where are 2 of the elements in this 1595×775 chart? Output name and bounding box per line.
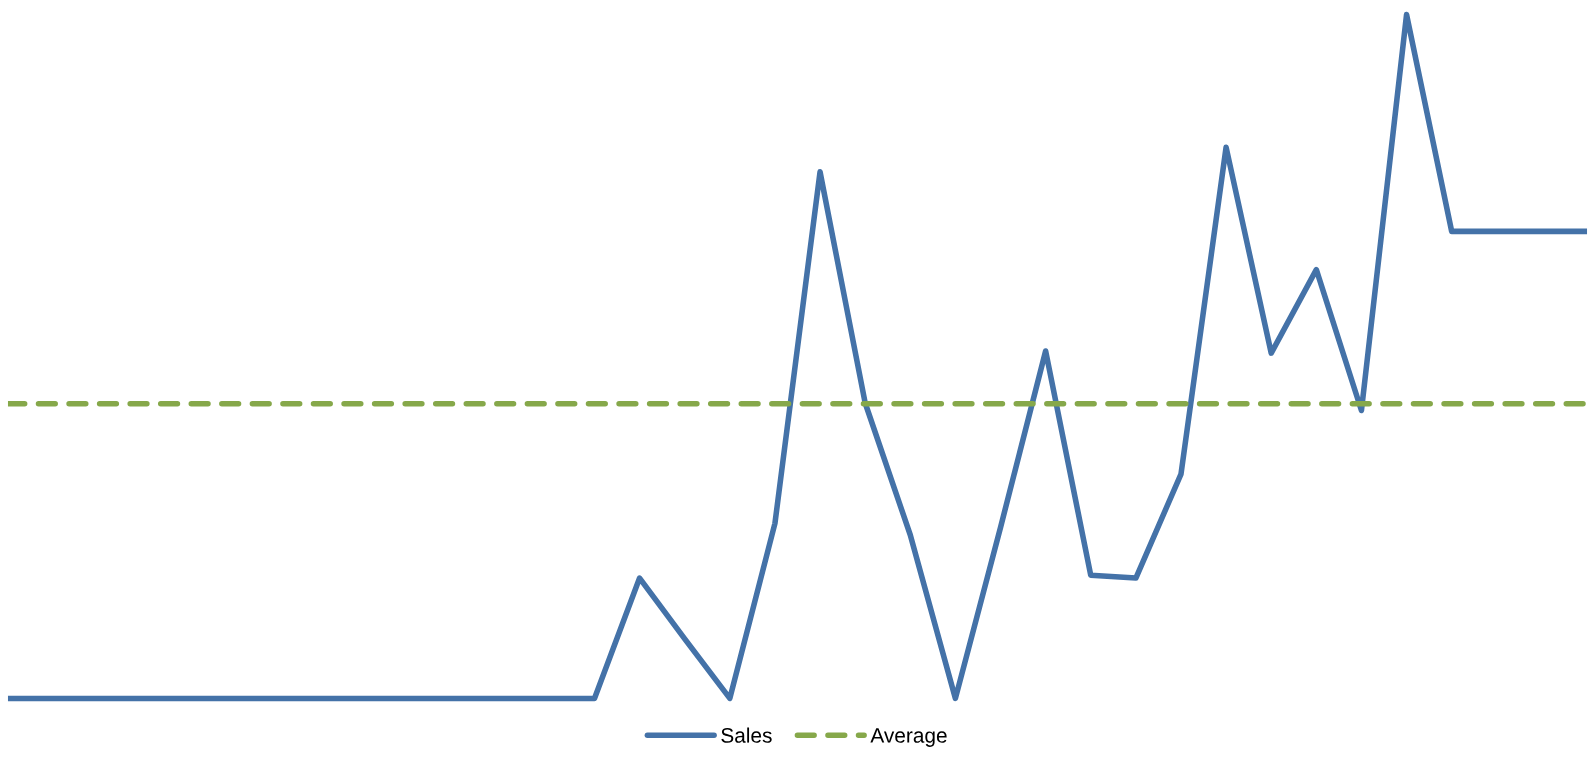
legend-label: Sales <box>721 727 772 743</box>
legend-label: Average <box>870 728 947 747</box>
